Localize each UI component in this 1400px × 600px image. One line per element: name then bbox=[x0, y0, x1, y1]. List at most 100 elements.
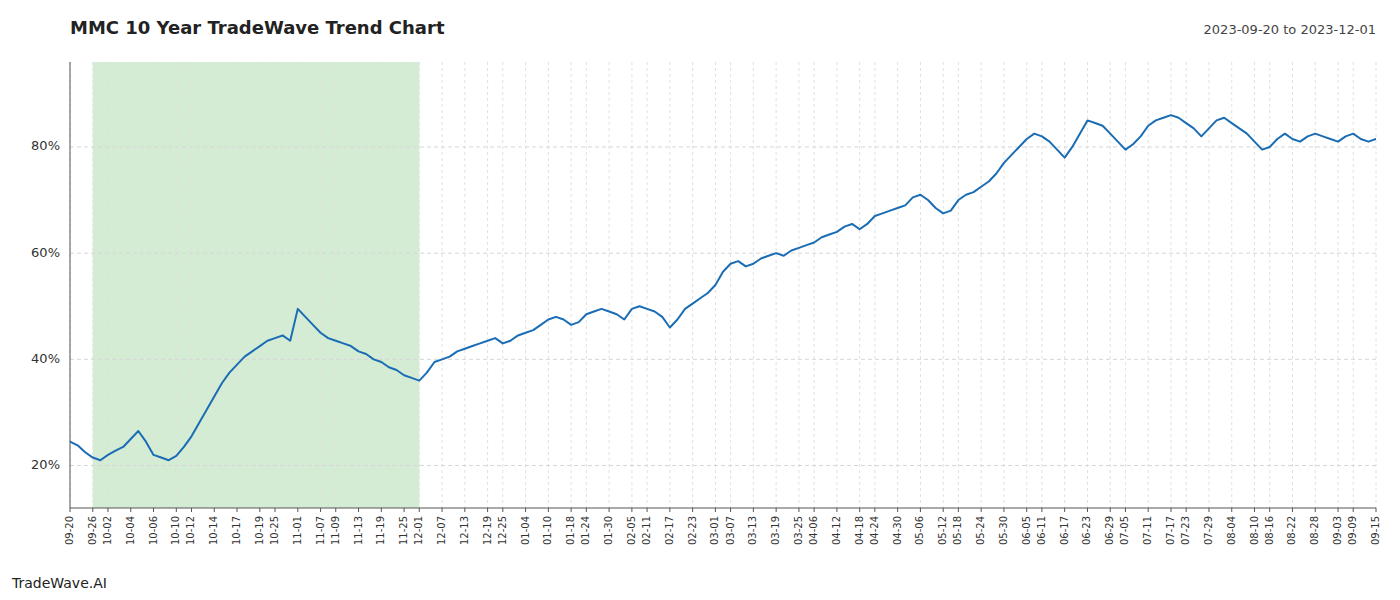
x-tick bbox=[1026, 508, 1027, 512]
x-tick-label: 04-12 bbox=[831, 516, 842, 545]
grid-line-x bbox=[259, 62, 260, 508]
x-tick bbox=[153, 508, 154, 512]
x-tick-label: 08-04 bbox=[1226, 516, 1237, 545]
x-tick bbox=[1292, 508, 1293, 512]
x-tick bbox=[176, 508, 177, 512]
x-tick-label: 12-19 bbox=[482, 516, 493, 545]
grid-line-x bbox=[1026, 62, 1027, 508]
grid-line-x bbox=[943, 62, 944, 508]
grid-line-x bbox=[442, 62, 443, 508]
x-tick-label: 08-22 bbox=[1286, 516, 1297, 545]
grid-line-x bbox=[335, 62, 336, 508]
x-tick bbox=[404, 508, 405, 512]
grid-line-x bbox=[814, 62, 815, 508]
x-tick-label: 03-13 bbox=[747, 516, 758, 545]
x-tick bbox=[897, 508, 898, 512]
x-tick-label: 05-12 bbox=[937, 516, 948, 545]
grid-line-x bbox=[692, 62, 693, 508]
x-tick bbox=[214, 508, 215, 512]
axes: 20%40%60%80%09-2009-2610-0210-0410-0610-… bbox=[31, 62, 1381, 545]
x-tick bbox=[836, 508, 837, 512]
x-tick-label: 06-23 bbox=[1081, 516, 1092, 545]
x-tick-label: 04-06 bbox=[808, 516, 819, 545]
x-tick-label: 05-30 bbox=[998, 516, 1009, 545]
x-tick-label: 04-24 bbox=[869, 516, 880, 545]
grid-line-x bbox=[1110, 62, 1111, 508]
x-tick bbox=[1353, 508, 1354, 512]
x-tick-label: 12-01 bbox=[413, 516, 424, 545]
grid-line-y bbox=[70, 253, 1376, 254]
x-tick-label: 10-10 bbox=[170, 516, 181, 545]
grid-line-x bbox=[502, 62, 503, 508]
x-tick bbox=[525, 508, 526, 512]
x-tick bbox=[1087, 508, 1088, 512]
x-tick bbox=[487, 508, 488, 512]
x-tick-label: 12-07 bbox=[436, 516, 447, 545]
x-tick-label: 11-09 bbox=[330, 516, 341, 545]
x-tick-label: 04-30 bbox=[892, 516, 903, 545]
x-tick-label: 06-29 bbox=[1104, 516, 1115, 545]
grid-line-y bbox=[70, 465, 1376, 466]
grid-line-x bbox=[358, 62, 359, 508]
x-tick-label: 11-07 bbox=[315, 516, 326, 545]
grid-line-x bbox=[586, 62, 587, 508]
x-tick-label: 03-25 bbox=[793, 516, 804, 545]
x-tick bbox=[692, 508, 693, 512]
x-tick-label: 02-17 bbox=[664, 516, 675, 545]
grid-line-x bbox=[1064, 62, 1065, 508]
grid-line-x bbox=[404, 62, 405, 508]
x-tick bbox=[1186, 508, 1187, 512]
x-tick-label: 01-04 bbox=[520, 516, 531, 545]
x-tick bbox=[571, 508, 572, 512]
grid-line-x bbox=[1292, 62, 1293, 508]
grid bbox=[70, 62, 1376, 508]
grid-line-x bbox=[107, 62, 108, 508]
grid-line-x bbox=[1087, 62, 1088, 508]
x-tick bbox=[1148, 508, 1149, 512]
x-tick bbox=[874, 508, 875, 512]
x-tick bbox=[191, 508, 192, 512]
x-tick-label: 07-05 bbox=[1119, 516, 1130, 545]
grid-line-x bbox=[730, 62, 731, 508]
x-tick-label: 10-14 bbox=[208, 516, 219, 545]
grid-line-x bbox=[1148, 62, 1149, 508]
grid-line-x bbox=[1125, 62, 1126, 508]
grid-line-x bbox=[631, 62, 632, 508]
grid-line-x bbox=[1353, 62, 1354, 508]
grid-line-x bbox=[176, 62, 177, 508]
x-tick-label: 10-12 bbox=[185, 516, 196, 545]
grid-line-x bbox=[874, 62, 875, 508]
x-tick-label: 09-15 bbox=[1370, 516, 1381, 545]
grid-line-x bbox=[1376, 62, 1377, 508]
x-tick bbox=[237, 508, 238, 512]
grid-line-x bbox=[897, 62, 898, 508]
x-tick bbox=[107, 508, 108, 512]
subtitle: 2023-09-20 to 2023-12-01 bbox=[1204, 22, 1376, 37]
x-tick-label: 05-18 bbox=[952, 516, 963, 545]
x-tick bbox=[1125, 508, 1126, 512]
grid-line-x bbox=[525, 62, 526, 508]
grid-line-x bbox=[958, 62, 959, 508]
grid-line-x bbox=[1254, 62, 1255, 508]
x-tick bbox=[943, 508, 944, 512]
grid-line-x bbox=[464, 62, 465, 508]
highlight-band bbox=[93, 62, 420, 508]
grid-line-x bbox=[1269, 62, 1270, 508]
x-tick-label: 11-13 bbox=[353, 516, 364, 545]
x-tick bbox=[1003, 508, 1004, 512]
x-tick bbox=[381, 508, 382, 512]
grid-line-x bbox=[419, 62, 420, 508]
title: MMC 10 Year TradeWave Trend Chart bbox=[70, 17, 445, 38]
x-tick-label: 05-24 bbox=[975, 516, 986, 545]
x-tick-label: 01-10 bbox=[542, 516, 553, 545]
x-tick bbox=[419, 508, 420, 512]
x-tick bbox=[259, 508, 260, 512]
x-tick bbox=[70, 508, 71, 512]
annotation: TradeWave.AI bbox=[11, 575, 107, 591]
x-tick bbox=[981, 508, 982, 512]
grid-line-x bbox=[92, 62, 93, 508]
y-axis-line bbox=[70, 62, 71, 508]
x-tick bbox=[1338, 508, 1339, 512]
grid-line-x bbox=[609, 62, 610, 508]
x-tick-label: 08-28 bbox=[1309, 516, 1320, 545]
